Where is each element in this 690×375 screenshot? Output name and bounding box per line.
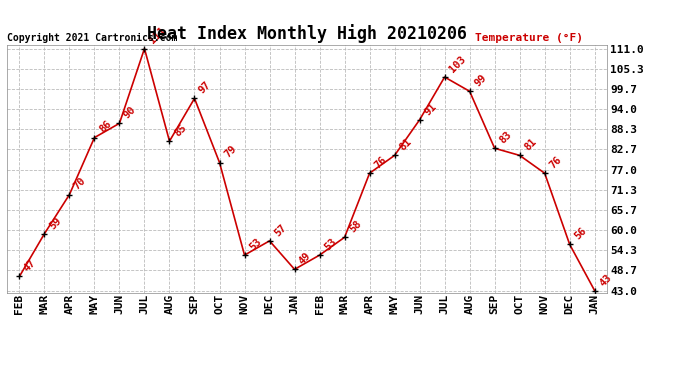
Text: 43: 43 — [598, 272, 613, 288]
Text: 76: 76 — [547, 154, 563, 170]
Text: 57: 57 — [273, 222, 288, 238]
Text: 91: 91 — [422, 101, 438, 117]
Text: 56: 56 — [573, 226, 589, 242]
Text: 81: 81 — [522, 137, 538, 153]
Text: 86: 86 — [97, 119, 113, 135]
Text: 47: 47 — [22, 258, 38, 274]
Text: 70: 70 — [72, 176, 88, 192]
Text: 58: 58 — [347, 219, 363, 234]
Text: 76: 76 — [373, 154, 388, 170]
Text: 111: 111 — [147, 26, 168, 46]
Text: Copyright 2021 Cartronics.com: Copyright 2021 Cartronics.com — [7, 33, 177, 42]
Text: 81: 81 — [397, 137, 413, 153]
Text: 79: 79 — [222, 144, 238, 160]
Text: 59: 59 — [47, 215, 63, 231]
Title: Heat Index Monthly High 20210206: Heat Index Monthly High 20210206 — [147, 24, 467, 44]
Text: 83: 83 — [497, 130, 513, 146]
Text: Temperature (°F): Temperature (°F) — [475, 33, 583, 42]
Text: 97: 97 — [197, 80, 213, 96]
Text: 85: 85 — [172, 123, 188, 138]
Text: 99: 99 — [473, 73, 489, 88]
Text: 49: 49 — [297, 251, 313, 267]
Text: 53: 53 — [322, 236, 338, 252]
Text: 103: 103 — [447, 54, 468, 74]
Text: 90: 90 — [122, 105, 138, 121]
Text: 53: 53 — [247, 236, 263, 252]
